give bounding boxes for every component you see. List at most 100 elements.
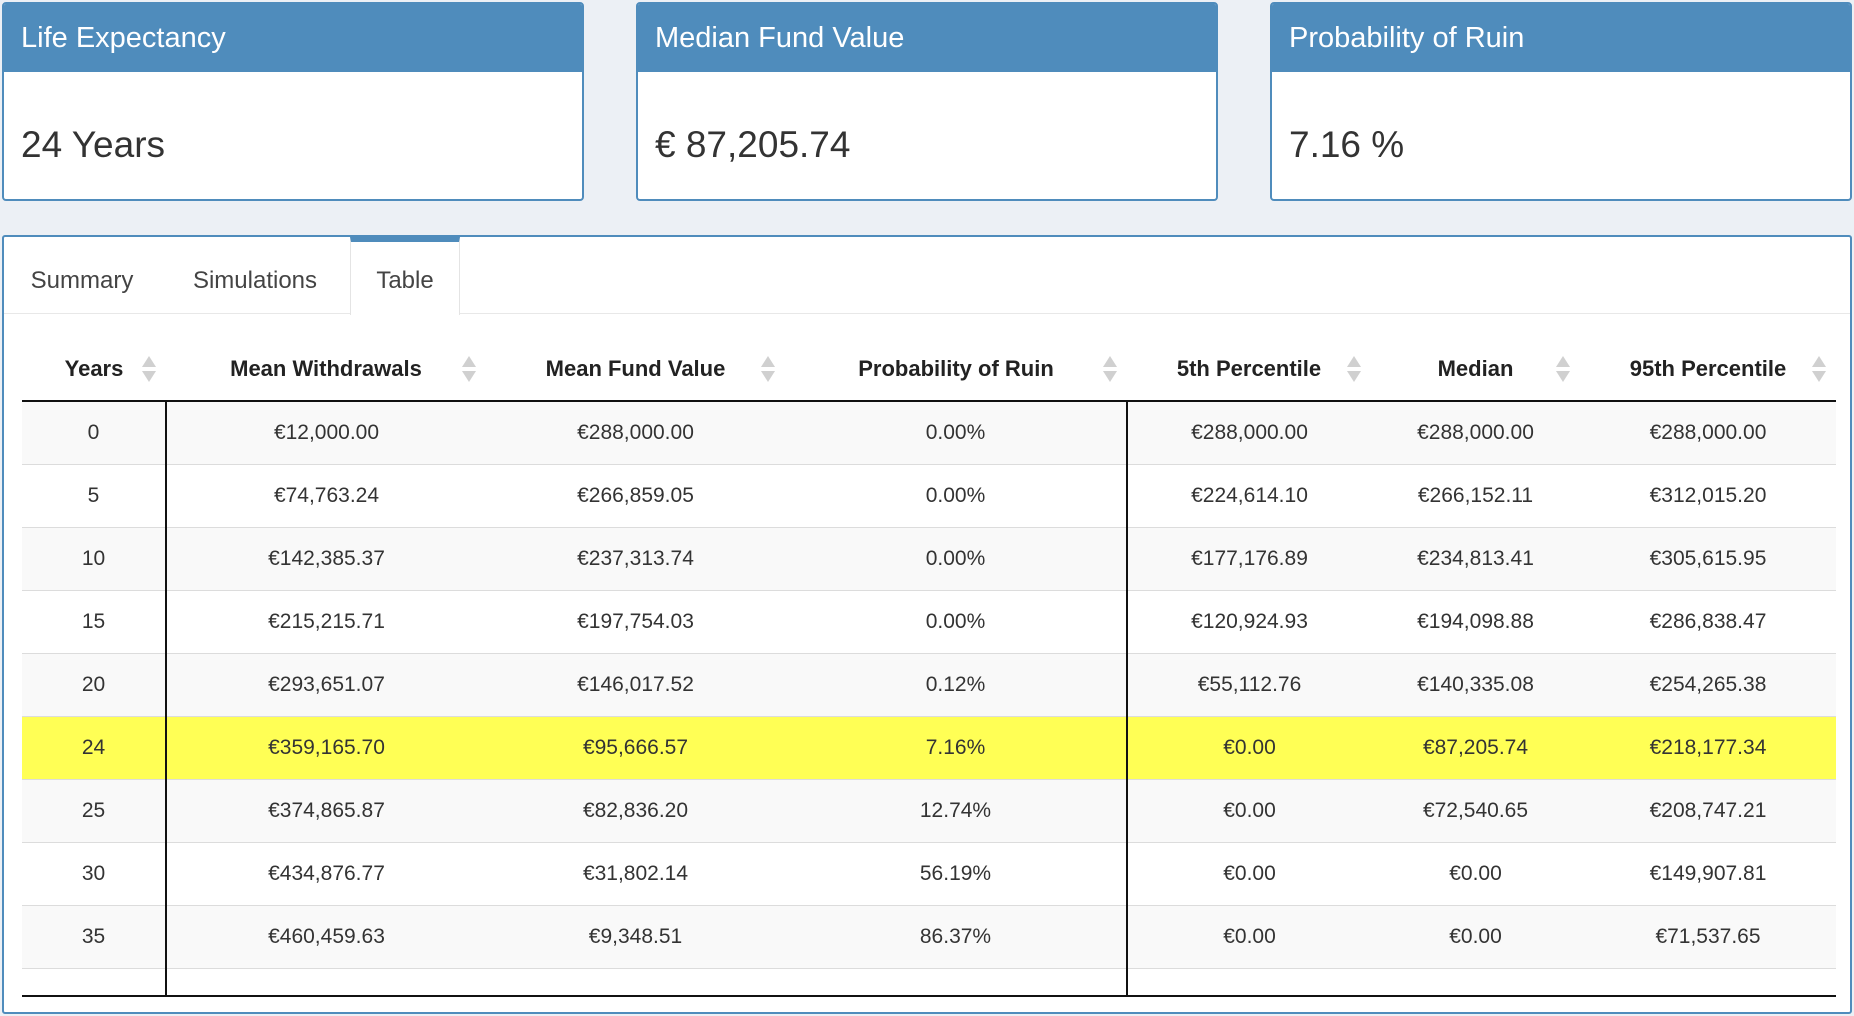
table-cell: €305,615.95 bbox=[1580, 527, 1836, 591]
table-cell: €0.00 bbox=[1371, 905, 1580, 969]
table-cell: 0.00% bbox=[785, 464, 1127, 528]
column-header-mean-fund-value[interactable]: Mean Fund Value bbox=[486, 337, 785, 402]
table-cell: €197,754.03 bbox=[486, 590, 785, 654]
table-cell: €146,017.52 bbox=[486, 653, 785, 717]
sort-icon bbox=[142, 355, 156, 383]
sort-icon bbox=[1103, 355, 1117, 383]
table-cell: €237,313.74 bbox=[486, 527, 785, 591]
table-cell: €434,876.77 bbox=[165, 842, 486, 906]
table-cell: 20 bbox=[22, 653, 166, 717]
tab-summary[interactable]: Summary bbox=[30, 267, 134, 294]
table-cell: €55,112.76 bbox=[1126, 653, 1371, 717]
table-cell: €266,152.11 bbox=[1371, 464, 1580, 528]
table-header-row: Years Mean Withdrawals Mean Fund Value P… bbox=[22, 337, 1836, 402]
table-cell: €0.00 bbox=[1126, 842, 1371, 906]
table-cell: €254,265.38 bbox=[1580, 653, 1836, 717]
table-cell: 86.37% bbox=[785, 905, 1127, 969]
table-cell: 0.00% bbox=[785, 527, 1127, 591]
table-cell: 0.00% bbox=[785, 590, 1127, 654]
column-header-years[interactable]: Years bbox=[22, 337, 166, 402]
table-cell: €177,176.89 bbox=[1126, 527, 1371, 591]
table-cell: €149,907.81 bbox=[1580, 842, 1836, 906]
card-title: Life Expectancy bbox=[4, 4, 582, 72]
table-cell: €12,000.00 bbox=[165, 401, 486, 465]
table-row: 20 €293,651.07 €146,017.52 0.12% €55,112.76 €… bbox=[22, 653, 1836, 717]
table-cell: €74,763.24 bbox=[165, 464, 486, 528]
table-row: 5 €74,763.24 €266,859.05 0.00% €224,614.10 €2… bbox=[22, 464, 1836, 528]
table-cell: 0.12% bbox=[785, 653, 1127, 717]
tab-simulations[interactable]: Simulations bbox=[192, 267, 318, 294]
table-row: 24 €359,165.70 €95,666.57 7.16% €0.00 €87,205… bbox=[22, 716, 1836, 780]
table-row: 30 €434,876.77 €31,802.14 56.19% €0.00 €0.00 €… bbox=[22, 842, 1836, 906]
table-cell: 15 bbox=[22, 590, 166, 654]
table-row: 10 €142,385.37 €237,313.74 0.00% €177,176.89… bbox=[22, 527, 1836, 591]
table-row: 35 €460,459.63 €9,348.51 86.37% €0.00 €0.00 €7… bbox=[22, 905, 1836, 969]
table-row: 25 €374,865.87 €82,836.20 12.74% €0.00 €72,54… bbox=[22, 779, 1836, 843]
sort-icon bbox=[462, 355, 476, 383]
table-cell: €0.00 bbox=[1126, 905, 1371, 969]
table-cell: €288,000.00 bbox=[1371, 401, 1580, 465]
sort-icon bbox=[1812, 355, 1826, 383]
table-cell: €194,098.88 bbox=[1371, 590, 1580, 654]
table-cell: €293,651.07 bbox=[165, 653, 486, 717]
results-table: Years Mean Withdrawals Mean Fund Value P… bbox=[22, 337, 1836, 997]
table-cell: €0.00 bbox=[1371, 842, 1580, 906]
table-cell: 0 bbox=[22, 401, 166, 465]
table-cell: €224,614.10 bbox=[1126, 464, 1371, 528]
life-expectancy-card: Life Expectancy 24 Years bbox=[2, 2, 584, 201]
table-cell: €87,205.74 bbox=[1371, 716, 1580, 780]
table-cell: €234,813.41 bbox=[1371, 527, 1580, 591]
table-footer-spacer bbox=[22, 968, 1836, 997]
table-cell: €142,385.37 bbox=[165, 527, 486, 591]
table-body: 0 €12,000.00 €288,000.00 0.00% €288,000.00 €2… bbox=[22, 401, 1836, 997]
kpi-row: Life Expectancy 24 Years Median Fund Val… bbox=[0, 0, 1854, 205]
sort-icon bbox=[1347, 355, 1361, 383]
table-cell: €82,836.20 bbox=[486, 779, 785, 843]
column-header-mean-withdrawals[interactable]: Mean Withdrawals bbox=[166, 337, 486, 402]
table-cell: 25 bbox=[22, 779, 166, 843]
tab-table[interactable]: Table bbox=[350, 237, 460, 315]
table-cell: €359,165.70 bbox=[165, 716, 486, 780]
column-header-median[interactable]: Median bbox=[1371, 337, 1580, 402]
table-cell: 10 bbox=[22, 527, 166, 591]
table-cell: €0.00 bbox=[1126, 779, 1371, 843]
card-value: 24 Years bbox=[21, 124, 166, 165]
table-cell: €9,348.51 bbox=[486, 905, 785, 969]
table-cell: €460,459.63 bbox=[165, 905, 486, 969]
column-header-95th-percentile[interactable]: 95th Percentile bbox=[1580, 337, 1836, 402]
table-cell: €71,537.65 bbox=[1580, 905, 1836, 969]
table-cell: €120,924.93 bbox=[1126, 590, 1371, 654]
table-cell: €95,666.57 bbox=[486, 716, 785, 780]
table-cell: 5 bbox=[22, 464, 166, 528]
table-row: 15 €215,215.71 €197,754.03 0.00% €120,924.93… bbox=[22, 590, 1836, 654]
table-cell: €72,540.65 bbox=[1371, 779, 1580, 843]
results-panel: Summary Simulations Table Years Mean Wit… bbox=[2, 235, 1852, 1014]
table-cell: 30 bbox=[22, 842, 166, 906]
table-cell: €286,838.47 bbox=[1580, 590, 1836, 654]
table-cell: €215,215.71 bbox=[165, 590, 486, 654]
table-cell: 7.16% bbox=[785, 716, 1127, 780]
card-value: € 87,205.74 bbox=[655, 124, 851, 165]
table-cell: €312,015.20 bbox=[1580, 464, 1836, 528]
table-cell: €266,859.05 bbox=[486, 464, 785, 528]
table-cell: €218,177.34 bbox=[1580, 716, 1836, 780]
table-cell: €374,865.87 bbox=[165, 779, 486, 843]
column-header-probability-of-ruin[interactable]: Probability of Ruin bbox=[785, 337, 1127, 402]
table-cell: 0.00% bbox=[785, 401, 1127, 465]
card-title: Median Fund Value bbox=[638, 4, 1216, 72]
table-cell: 56.19% bbox=[785, 842, 1127, 906]
sort-icon bbox=[761, 355, 775, 383]
median-fund-value-card: Median Fund Value € 87,205.74 bbox=[636, 2, 1218, 201]
column-header-5th-percentile[interactable]: 5th Percentile bbox=[1127, 337, 1371, 402]
table-cell: €208,747.21 bbox=[1580, 779, 1836, 843]
table-cell: €140,335.08 bbox=[1371, 653, 1580, 717]
table-cell: 24 bbox=[22, 716, 166, 780]
card-value: 7.16 % bbox=[1289, 124, 1405, 165]
card-title: Probability of Ruin bbox=[1272, 4, 1850, 72]
table-cell: 12.74% bbox=[785, 779, 1127, 843]
table-cell: €288,000.00 bbox=[1126, 401, 1371, 465]
table-cell: 35 bbox=[22, 905, 166, 969]
sort-icon bbox=[1556, 355, 1570, 383]
table-cell: €31,802.14 bbox=[486, 842, 785, 906]
table-cell: €288,000.00 bbox=[1580, 401, 1836, 465]
